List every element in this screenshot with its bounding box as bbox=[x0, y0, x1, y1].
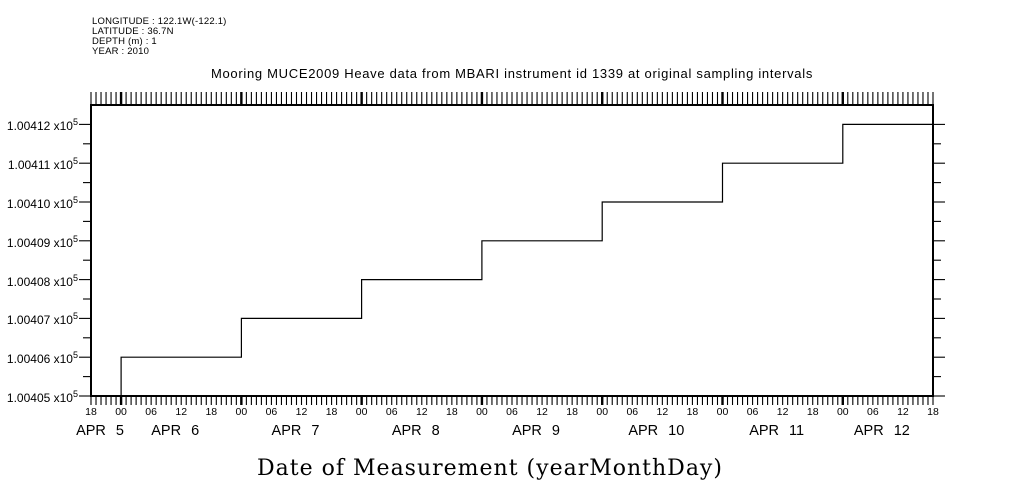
x-hour-label: 06 bbox=[145, 406, 157, 418]
x-hour-label: 12 bbox=[536, 406, 548, 418]
x-hour-label: 06 bbox=[506, 406, 518, 418]
x-hour-label: 00 bbox=[596, 406, 609, 418]
x-hour-label: 12 bbox=[295, 406, 308, 418]
y-tick-label: 1.00405 x105 bbox=[6, 389, 78, 405]
x-hour-label: 00 bbox=[476, 406, 488, 418]
metadata-line: YEAR : 2010 bbox=[92, 46, 150, 57]
x-hour-label: 18 bbox=[205, 406, 218, 418]
x-hour-label: 06 bbox=[385, 406, 398, 418]
x-hour-label: 18 bbox=[806, 406, 819, 418]
x-hour-label: 06 bbox=[746, 406, 759, 418]
plot-border bbox=[90, 104, 934, 397]
x-date-label: APR 9 bbox=[512, 423, 561, 439]
x-hour-label: 18 bbox=[446, 406, 458, 418]
metadata-line: LONGITUDE : 122.1W(-122.1) bbox=[92, 16, 227, 27]
x-hour-label: 12 bbox=[897, 406, 909, 418]
metadata-line: DEPTH (m) : 1 bbox=[92, 36, 157, 47]
x-hour-label: 00 bbox=[716, 406, 729, 418]
x-hour-label: 18 bbox=[85, 406, 97, 418]
metadata-line: LATITUDE : 36.7N bbox=[92, 26, 174, 37]
y-tick-label: 1.00409 x105 bbox=[6, 233, 78, 250]
x-hour-label: 00 bbox=[115, 406, 127, 418]
y-tick-label: 1.00411 x105 bbox=[7, 156, 78, 173]
x-date-label: APR 6 bbox=[151, 423, 200, 439]
y-tick-label: 1.00407 x105 bbox=[6, 311, 78, 328]
x-hour-label: 12 bbox=[776, 406, 789, 418]
x-date-label: APR 7 bbox=[271, 423, 320, 439]
x-date-label: APR 5 bbox=[76, 423, 124, 439]
x-hour-label: 06 bbox=[867, 406, 879, 418]
x-axis-title: Date of Measurement (yearMonthDay) bbox=[257, 456, 723, 481]
x-hour-label: 18 bbox=[686, 406, 699, 418]
x-hour-label: 00 bbox=[235, 406, 248, 418]
y-tick-label: 1.00406 x105 bbox=[6, 350, 78, 367]
x-hour-label: 06 bbox=[626, 406, 639, 418]
y-tick-label: 1.00410 x105 bbox=[6, 195, 78, 211]
x-date-label: APR 10 bbox=[628, 423, 685, 439]
x-hour-label: 12 bbox=[415, 406, 428, 418]
x-hour-label: 00 bbox=[355, 406, 368, 418]
x-hour-label: 18 bbox=[927, 406, 939, 418]
x-date-label: APR 12 bbox=[853, 423, 910, 439]
x-hour-label: 06 bbox=[265, 406, 278, 418]
x-hour-label: 18 bbox=[566, 406, 578, 418]
x-hour-label: 12 bbox=[175, 406, 188, 418]
chart-title: Mooring MUCE2009 Heave data from MBARI i… bbox=[210, 66, 814, 81]
x-hour-label: 00 bbox=[836, 406, 849, 418]
y-tick-label: 1.00408 x105 bbox=[6, 272, 78, 289]
x-date-label: APR 8 bbox=[391, 423, 440, 439]
x-hour-label: 12 bbox=[656, 406, 669, 418]
heave-step-line bbox=[91, 123, 933, 397]
x-date-label: APR 11 bbox=[749, 423, 805, 439]
y-tick-label: 1.00412 x105 bbox=[6, 117, 78, 134]
metadata-block: LONGITUDE : 122.1W(-122.1) LATITUDE : 36.… bbox=[92, 17, 227, 57]
x-hour-label: 18 bbox=[325, 406, 338, 418]
